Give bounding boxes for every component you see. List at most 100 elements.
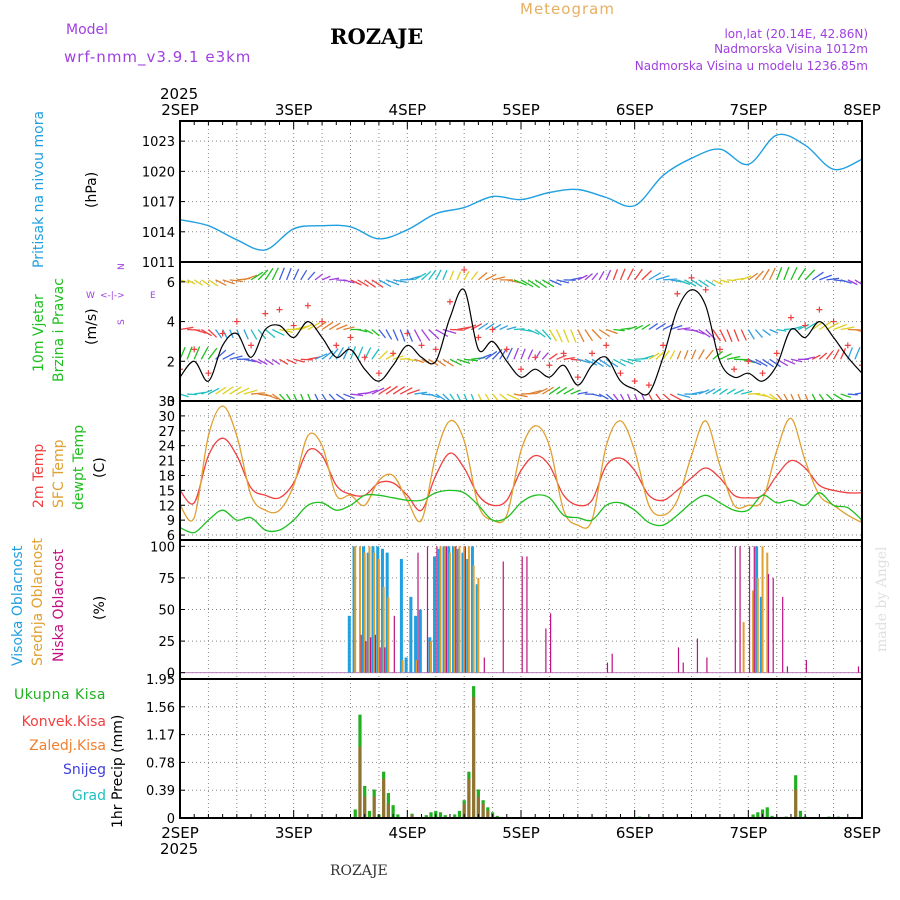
wind-arrow: [400, 278, 415, 281]
wind-arrow: [811, 393, 817, 401]
wind-arrow: [754, 270, 765, 281]
wind-arrow: [193, 279, 203, 286]
wind-arrow: [428, 393, 440, 399]
wind-arrow: [591, 272, 599, 281]
wind-arrow: [343, 279, 355, 284]
wind-arrow: [719, 352, 733, 360]
cloud-bar: [682, 662, 684, 673]
precip-bar: [382, 778, 386, 818]
wind-arrow: [797, 267, 807, 281]
lonlat-label: lon,lat (20.14E, 42.86N): [724, 27, 868, 41]
precip-bar: [794, 789, 798, 818]
wind-arrow: [293, 325, 308, 331]
elevation-model-label: Nadmorska Visina u modelu 1236.85m: [635, 59, 868, 73]
pressure-unit: (hPa): [84, 172, 100, 208]
wind-gust-marker: [546, 362, 553, 369]
cloud-bar: [677, 647, 680, 673]
wind-gust-marker: [475, 334, 482, 341]
precip-bar: [486, 810, 490, 818]
cloud-bar: [437, 548, 441, 673]
wind-arrow: [513, 347, 519, 360]
wind-arrow: [613, 328, 625, 332]
cloud-bar: [766, 552, 769, 673]
precip-frozen-label: Zaledj.Kisa: [29, 738, 106, 754]
wind-arrow: [349, 346, 357, 360]
wind-arrow: [328, 348, 339, 360]
cloud-bar: [767, 574, 770, 673]
wind-gust-marker: [745, 358, 752, 365]
wind-arrow: [627, 325, 638, 331]
wind-arrow: [833, 349, 840, 360]
wind-arrow: [719, 279, 730, 284]
wind-arrow: [215, 279, 227, 286]
y-tick-label: 1011: [142, 256, 175, 271]
wind-label-2: Brzina i Pravac: [51, 278, 67, 382]
wind-arrow: [257, 269, 269, 281]
wind-arrow: [350, 393, 364, 397]
wind-arrow: [705, 349, 714, 360]
wind-arrow: [598, 358, 611, 368]
wind-arrow: [464, 358, 478, 362]
wind-arrow: [605, 358, 619, 368]
wind-arrow: [719, 388, 728, 395]
wind-arrow: [470, 393, 475, 401]
wind-arrow: [591, 393, 602, 398]
cloud-bar: [475, 584, 479, 673]
temp-line-2: [180, 489, 862, 534]
wind-arrow: [790, 358, 803, 363]
wind-gust-marker: [489, 326, 496, 333]
cloud-bar: [696, 638, 699, 673]
wind-arrow: [577, 329, 585, 343]
cloud-bar: [393, 615, 395, 673]
wind-panel: [180, 266, 862, 401]
precip-bar: [367, 810, 372, 818]
precip-unit: 1hr Precip (mm): [110, 715, 126, 828]
wind-arrow: [854, 346, 861, 360]
wind-arrow: [548, 329, 558, 342]
y-tick-label: 33: [158, 395, 175, 410]
wind-arrow: [776, 393, 784, 401]
precip-conv-label: Konvek.Kisa: [22, 714, 106, 730]
compass-arrows: <-|->: [100, 291, 125, 301]
y-tick-label: 75: [158, 572, 175, 587]
date-label-bottom: 7SEP: [730, 824, 768, 842]
wind-arrow: [584, 329, 594, 342]
precip-bar: [467, 778, 471, 818]
wind-arrow: [833, 323, 847, 331]
wind-arrow: [669, 350, 676, 360]
wind-arrow: [485, 273, 497, 281]
wind-arrow: [484, 393, 491, 401]
wind-arrow: [804, 322, 817, 331]
wind-arrow: [776, 267, 783, 281]
wind-arrow: [648, 352, 660, 360]
wind-arrow: [840, 279, 852, 284]
wind-arrow: [271, 267, 279, 281]
date-label-top: 4SEP: [389, 101, 427, 119]
cloud-bar: [358, 546, 361, 673]
wind-arrow: [335, 393, 347, 401]
precip-bar: [770, 815, 774, 818]
cloud-bar: [371, 546, 375, 673]
temp-2m-label: 2m Temp: [31, 444, 47, 508]
wind-gust-marker: [248, 342, 255, 349]
precip-bar: [760, 809, 765, 818]
wind-arrow: [243, 389, 258, 395]
wind-arrow: [641, 354, 655, 360]
wind-gust-marker: [361, 354, 368, 361]
precip-bar: [363, 796, 367, 818]
cloud-bar: [442, 546, 446, 673]
precip-bar: [457, 810, 462, 818]
precip-bar: [476, 796, 480, 818]
cloud-bar: [374, 634, 376, 673]
wind-gust-marker: [716, 346, 723, 353]
wind-arrow: [534, 279, 548, 289]
precip-panel: [353, 686, 840, 818]
cloud-bar: [433, 556, 437, 673]
wind-arrow: [740, 275, 752, 281]
wind-arrow: [549, 279, 562, 286]
cloud-bar: [426, 546, 429, 673]
wind-arrow: [343, 326, 355, 331]
wind-arrow: [605, 269, 612, 281]
wind-arrow: [236, 387, 250, 395]
wind-arrow: [449, 270, 455, 281]
